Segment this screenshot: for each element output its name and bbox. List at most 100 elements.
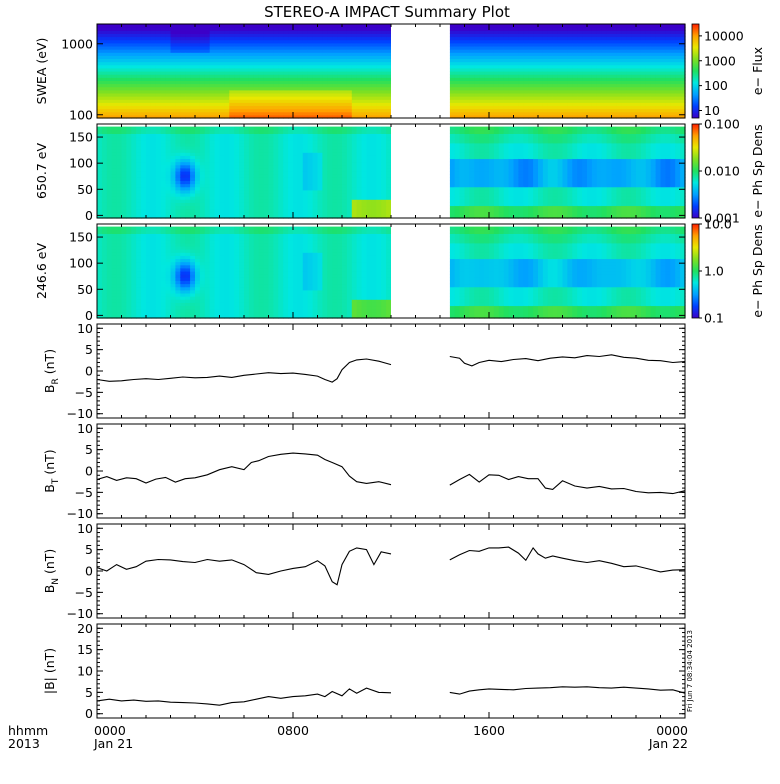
heatmap-cell bbox=[479, 24, 485, 28]
heatmap-cell bbox=[455, 24, 461, 28]
heatmap-cell bbox=[548, 24, 554, 28]
heatmap-cell bbox=[376, 24, 382, 28]
heatmap-cell bbox=[474, 24, 480, 28]
heatmap-cell bbox=[665, 24, 671, 28]
heatmap-cell bbox=[621, 24, 627, 28]
heatmap-cell bbox=[269, 24, 275, 28]
heatmap-cell bbox=[592, 24, 598, 28]
y-tick-label: 1000 bbox=[61, 36, 93, 51]
heatmap-cell bbox=[126, 24, 131, 28]
heatmap-cell bbox=[567, 24, 573, 28]
heatmap-cell bbox=[234, 24, 240, 28]
heatmap-cell bbox=[641, 24, 647, 28]
heatmap-cell bbox=[381, 24, 387, 28]
heatmap-cell bbox=[371, 24, 377, 28]
heatmap-cell bbox=[553, 24, 559, 28]
heatmap-cell bbox=[367, 24, 373, 28]
colorbar-tick-label: 100 bbox=[704, 78, 728, 93]
heatmap-cell bbox=[220, 24, 226, 28]
heatmap-cell bbox=[357, 24, 363, 28]
heatmap-cell bbox=[136, 24, 142, 28]
heatmap-cell bbox=[597, 24, 603, 28]
heatmap-cell bbox=[514, 24, 520, 28]
heatmap-cell bbox=[175, 24, 181, 28]
heatmap-cell bbox=[577, 24, 583, 28]
heatmap-cell bbox=[244, 24, 250, 28]
heatmap-cell bbox=[651, 24, 657, 28]
heatmap-cell bbox=[200, 24, 206, 28]
heatmap-cell bbox=[171, 24, 177, 28]
heatmap-cell bbox=[224, 24, 230, 28]
heatmap-cell bbox=[518, 24, 524, 28]
heatmap-cell bbox=[308, 24, 314, 28]
swea-y-axis-label: SWEA (eV) bbox=[34, 38, 49, 105]
plot-title: STEREO-A IMPACT Summary Plot bbox=[264, 3, 510, 21]
heatmap-cell bbox=[185, 24, 191, 28]
heatmap-cell bbox=[450, 24, 456, 28]
heatmap-cell bbox=[254, 24, 259, 28]
heatmap-cell bbox=[112, 24, 118, 28]
heatmap-cell bbox=[675, 24, 681, 28]
heatmap-cell bbox=[352, 24, 358, 28]
heatmap-cell bbox=[122, 24, 128, 28]
heatmap-cell bbox=[538, 24, 544, 28]
heatmap-cell bbox=[646, 24, 652, 28]
y-tick-label: 100 bbox=[69, 107, 93, 122]
heatmap-cell bbox=[273, 24, 279, 28]
heatmap-cell bbox=[293, 24, 299, 28]
heatmap-cell bbox=[161, 24, 167, 28]
heatmap-cell bbox=[298, 24, 304, 28]
heatmap-cell bbox=[229, 24, 235, 28]
heatmap-cell bbox=[342, 24, 348, 28]
heatmap-cell bbox=[303, 24, 309, 28]
heatmap-cell bbox=[528, 24, 534, 28]
heatmap-cell bbox=[97, 24, 103, 28]
heatmap-cell bbox=[616, 24, 622, 28]
heatmap-cell bbox=[107, 24, 113, 28]
heatmap-cell bbox=[156, 24, 162, 28]
heatmap-cell bbox=[661, 24, 667, 28]
heatmap-cell bbox=[347, 24, 353, 28]
heatmap-cell bbox=[210, 24, 216, 28]
heatmap-cell bbox=[259, 24, 265, 28]
heatmap-cell bbox=[131, 24, 137, 28]
heatmap-cell bbox=[523, 24, 529, 28]
colorbar-tick-label: 10000 bbox=[704, 28, 744, 43]
heatmap-cell bbox=[494, 24, 500, 28]
heatmap-cell bbox=[626, 24, 632, 28]
heatmap-cell bbox=[327, 24, 333, 28]
heatmap-cell bbox=[465, 24, 471, 28]
heatmap-cell bbox=[587, 24, 593, 28]
swea-colorbar-label: e− Flux bbox=[750, 47, 765, 95]
heatmap-cell bbox=[195, 24, 201, 28]
heatmap-cell bbox=[332, 24, 338, 28]
heatmap-cell bbox=[504, 24, 510, 28]
heatmap-cell bbox=[146, 24, 152, 28]
swea-colorbar bbox=[692, 24, 699, 118]
heatmap-cell bbox=[102, 24, 108, 28]
heatmap-cell bbox=[563, 24, 569, 28]
heatmap-cell bbox=[636, 24, 642, 28]
heatmap-cell bbox=[283, 24, 289, 28]
heatmap-cell bbox=[543, 24, 549, 28]
heatmap-cell bbox=[469, 24, 475, 28]
heatmap-cell bbox=[322, 24, 328, 28]
swea-data-gap bbox=[391, 24, 450, 118]
heatmap-cell bbox=[278, 24, 284, 28]
heatmap-cell bbox=[249, 24, 255, 28]
heatmap-cell bbox=[205, 24, 211, 28]
heatmap-cell bbox=[670, 24, 676, 28]
colorbar-tick-label: 1000 bbox=[704, 53, 736, 68]
heatmap-cell bbox=[489, 24, 495, 28]
heatmap-cell bbox=[151, 24, 157, 28]
heatmap-cell bbox=[318, 24, 324, 28]
heatmap-cell bbox=[572, 24, 578, 28]
heatmap-cell bbox=[499, 24, 505, 28]
heatmap-cell bbox=[180, 24, 186, 28]
heatmap-cell bbox=[602, 24, 608, 28]
heatmap-cell bbox=[612, 24, 618, 28]
